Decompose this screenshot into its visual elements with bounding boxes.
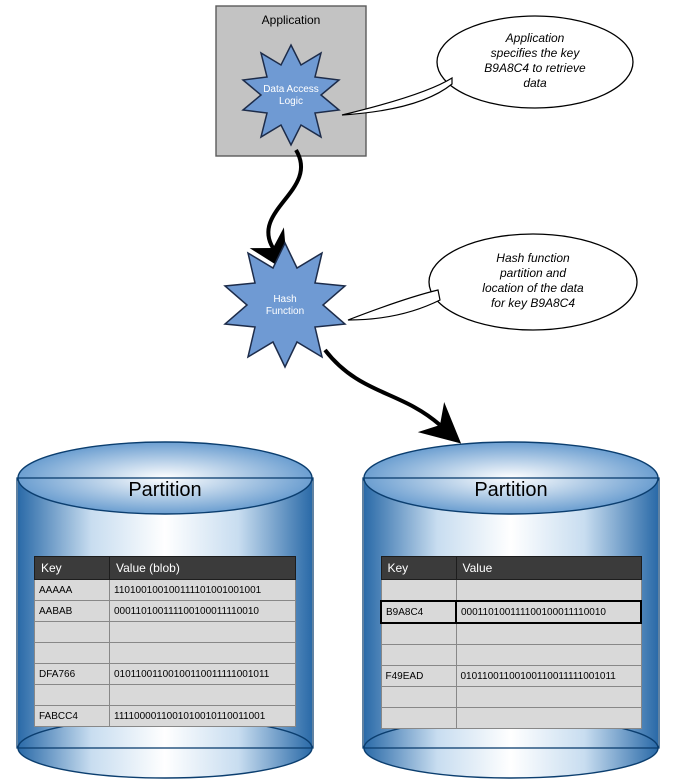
callout-top: Application specifies the key B9A8C4 to … <box>342 16 633 115</box>
table-row <box>381 623 641 645</box>
table-cell: 1111000011001010010110011001 <box>110 706 296 727</box>
table-cell <box>456 708 641 729</box>
table-row <box>35 685 296 706</box>
table-cell <box>110 622 296 643</box>
callout-top-l1: Application <box>505 31 565 45</box>
hash-label-2: Function <box>266 306 304 317</box>
partition-left-table: Key Value (blob) AAAAA110100100100111101… <box>34 556 296 727</box>
callout-top-l2: specifies the key <box>491 46 581 60</box>
application-label: Application <box>262 13 321 27</box>
table-cell: 110100100100111101001001001 <box>110 580 296 601</box>
table-row: B9A8C4000110100111100100011110010 <box>381 601 641 623</box>
partition-left-title: Partition <box>128 479 201 501</box>
callout-bot-l2: partition and <box>499 266 566 280</box>
partition-left-table-wrap: Key Value (blob) AAAAA110100100100111101… <box>34 556 296 727</box>
table-cell <box>456 623 641 645</box>
arrow-hash-to-partition <box>325 350 440 425</box>
table-row <box>381 687 641 708</box>
table-row: FABCC41111000011001010010110011001 <box>35 706 296 727</box>
table-row <box>381 708 641 729</box>
table-cell: AABAB <box>35 601 110 622</box>
table-cell <box>35 622 110 643</box>
callout-bot-l4: for key B9A8C4 <box>491 296 575 310</box>
table-row <box>381 580 641 602</box>
callout-bottom: Hash function partition and location of … <box>348 234 637 330</box>
table-row: AAAAA110100100100111101001001001 <box>35 580 296 601</box>
table-cell <box>381 708 456 729</box>
partition-right-table: Key Value B9A8C4000110100111100100011110… <box>380 556 642 729</box>
table-row <box>381 645 641 666</box>
callout-top-l4: data <box>523 76 547 90</box>
dal-label-1: Data Access <box>263 84 319 95</box>
table-cell: 000110100111100100011110010 <box>456 601 641 623</box>
callout-top-l3: B9A8C4 to retrieve <box>484 61 586 75</box>
partition-right-title: Partition <box>474 479 547 501</box>
table-cell: 0101100110010011001111100101​1 <box>456 666 641 687</box>
table-row <box>35 622 296 643</box>
table-row: AABAB000110100111100100011110010 <box>35 601 296 622</box>
table-cell <box>110 685 296 706</box>
table-header-key: Key <box>35 557 110 580</box>
table-header-value: Value <box>456 557 641 580</box>
table-cell: B9A8C4 <box>381 601 456 623</box>
table-row: F49EAD0101100110010011001111100101​1 <box>381 666 641 687</box>
table-cell: AAAAA <box>35 580 110 601</box>
table-cell <box>381 645 456 666</box>
table-header-key: Key <box>381 557 456 580</box>
table-row <box>35 643 296 664</box>
callout-bot-l1: Hash function <box>496 251 570 265</box>
table-cell <box>381 580 456 602</box>
table-header-value: Value (blob) <box>110 557 296 580</box>
table-cell: 0101100110010011001111100101​1 <box>110 664 296 685</box>
hash-starburst: Hash Function <box>225 243 345 367</box>
table-cell <box>35 643 110 664</box>
callout-bot-l3: location of the data <box>482 281 584 295</box>
table-cell <box>110 643 296 664</box>
table-cell: F49EAD <box>381 666 456 687</box>
table-cell <box>381 687 456 708</box>
table-cell <box>35 685 110 706</box>
table-cell: 000110100111100100011110010 <box>110 601 296 622</box>
partition-right-table-wrap: Key Value B9A8C4000110100111100100011110… <box>380 556 642 729</box>
table-cell <box>456 645 641 666</box>
dal-label-2: Logic <box>279 96 303 107</box>
table-cell: FABCC4 <box>35 706 110 727</box>
table-cell: DFA766 <box>35 664 110 685</box>
table-cell <box>456 687 641 708</box>
hash-label-1: Hash <box>273 294 296 305</box>
table-row: DFA7660101100110010011001111100101​1 <box>35 664 296 685</box>
table-cell <box>456 580 641 602</box>
table-cell <box>381 623 456 645</box>
arrow-app-to-hash <box>268 150 301 248</box>
